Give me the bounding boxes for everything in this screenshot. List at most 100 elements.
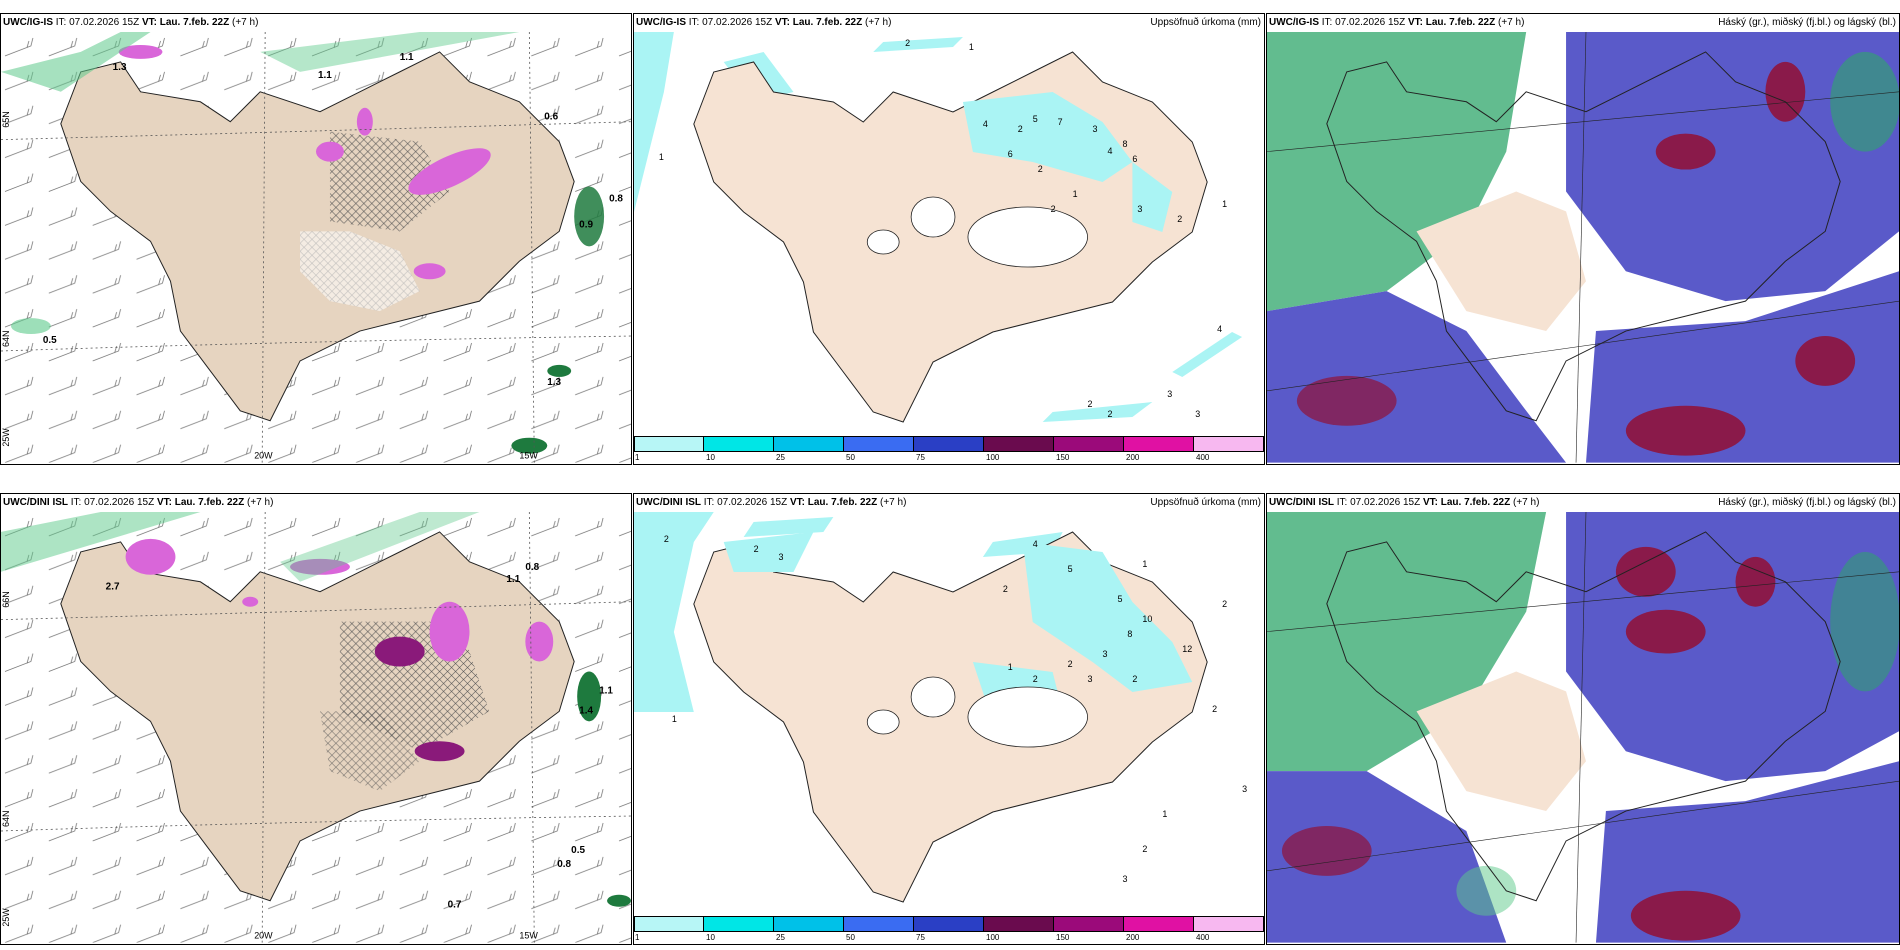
value-label: 2 (1177, 214, 1182, 224)
value-label: 0.7 (448, 900, 462, 911)
colorbar-swatch (914, 436, 984, 452)
value-label: 3 (1122, 874, 1127, 884)
colorbar-swatch (984, 436, 1054, 452)
value-label: 4 (1107, 146, 1112, 156)
value-label: 4 (1033, 539, 1038, 549)
precip-map: 2 2 3 4 5 1 2 5 10 8 12 2 3 2 1 2 3 2 1 … (634, 512, 1247, 903)
value-label: 2 (1212, 704, 1217, 714)
colorbar-tick: 400 (1196, 453, 1210, 462)
colorbar-tick: 50 (846, 933, 855, 942)
value-label: 2 (905, 38, 910, 48)
value-label: 3 (1088, 674, 1093, 684)
panel-dini-precip: UWC/DINI ISL IT: 07.02.2026 15Z VT: Lau.… (633, 493, 1265, 945)
value-label: 7 (1058, 117, 1063, 127)
value-label: 0.6 (544, 112, 558, 123)
lon-label: 15W (519, 451, 538, 461)
value-label: 5 (1033, 114, 1038, 124)
colorbar-swatch (774, 916, 844, 932)
value-label: 1.3 (113, 62, 127, 73)
value-label: 2 (1068, 659, 1073, 669)
wind-map: 66N 64N 20W 15W 25W 0.8 1.1 1.4 1.1 0.5 … (1, 512, 631, 943)
panel-header: UWC/IG-IS IT: 07.02.2026 15Z VT: Lau. 7.… (1, 14, 631, 32)
value-label: 1.1 (400, 52, 414, 63)
colorbar-tick: 400 (1196, 933, 1210, 942)
model-name: UWC/IG-IS (636, 17, 686, 28)
value-label: 1.1 (599, 685, 613, 696)
lon-label: 20W (254, 451, 273, 461)
colorbar-swatch (844, 436, 914, 452)
value-label: 0.8 (557, 859, 571, 870)
value-label: 10 (1142, 614, 1152, 624)
value-label: 1.1 (506, 574, 520, 585)
value-label: 4 (1217, 324, 1222, 334)
lon-label: 15W (519, 931, 538, 941)
colorbar-swatch (1124, 916, 1194, 932)
panel-header: UWC/DINI ISL IT: 07.02.2026 15Z VT: Lau.… (1, 494, 631, 512)
init-time: IT: 07.02.2026 15Z (70, 497, 155, 508)
colorbar-tick: 75 (916, 453, 925, 462)
valid-time: VT: Lau. 7.feb. 22Z (789, 497, 878, 508)
colorbar-swatch (984, 916, 1054, 932)
value-label: 3 (1137, 204, 1142, 214)
colorbar-tick: 100 (986, 453, 1000, 462)
lead-time: (+7 h) (865, 17, 892, 28)
value-label: 2 (1107, 409, 1112, 419)
model-name: UWC/IG-IS (1269, 17, 1319, 28)
panel-title: Uppsöfnuð úrkoma (mm) (1150, 17, 1261, 28)
value-label: 2 (1003, 584, 1008, 594)
colorbar-tick: 100 (986, 933, 1000, 942)
colorbar-swatch (844, 916, 914, 932)
colorbar-tick: 150 (1056, 933, 1070, 942)
value-label: 8 (1122, 139, 1127, 149)
lead-time: (+7 h) (232, 17, 259, 28)
lat-label: 64N (1, 811, 11, 827)
colorbar: 1 10 25 50 75 100 150 200 400 (634, 916, 1264, 944)
value-label: 3 (1103, 649, 1108, 659)
lat-label: 64N (1, 331, 11, 347)
init-time: IT: 07.02.2026 15Z (703, 497, 788, 508)
panel-ig-wind: UWC/IG-IS IT: 07.02.2026 15Z VT: Lau. 7.… (0, 13, 632, 465)
value-label: 1 (672, 714, 677, 724)
colorbar-tick: 1 (635, 933, 640, 942)
cloud-map (1267, 512, 1899, 943)
wind-map: 65N 64N 20W 15W 25W 1.3 1.1 1.1 0.6 0.8 … (1, 32, 631, 463)
colorbar-tick: 150 (1056, 453, 1070, 462)
value-label: 0.5 (571, 845, 585, 856)
colorbar-swatch (774, 436, 844, 452)
init-time: IT: 07.02.2026 15Z (55, 17, 140, 28)
lead-time: (+7 h) (1498, 17, 1525, 28)
value-label: 8 (1127, 629, 1132, 639)
value-label: 3 (1242, 784, 1247, 794)
value-label: 2 (754, 544, 759, 554)
value-label: 1.1 (318, 70, 332, 81)
value-label: 2 (1222, 599, 1227, 609)
colorbar-swatch (1124, 436, 1194, 452)
lat-label: 66N (1, 591, 11, 607)
value-label: 2 (1051, 204, 1056, 214)
value-label: 2 (664, 534, 669, 544)
panel-ig-cloud: UWC/IG-IS IT: 07.02.2026 15Z VT: Lau. 7.… (1266, 13, 1900, 465)
init-time: IT: 07.02.2026 15Z (1321, 17, 1406, 28)
value-label: 0.9 (579, 219, 593, 230)
value-label: 0.8 (609, 193, 623, 204)
lead-time: (+7 h) (1513, 497, 1540, 508)
value-label: 2 (1018, 124, 1023, 134)
lat-label: 65N (1, 111, 11, 127)
value-label: 2 (1088, 399, 1093, 409)
panel-header: UWC/IG-IS IT: 07.02.2026 15Z VT: Lau. 7.… (634, 14, 1264, 32)
colorbar-tick: 200 (1126, 933, 1140, 942)
value-label: 0.5 (43, 335, 57, 346)
panel-title: Háský (gr.), miðský (fj.bl.) og lágský (… (1718, 17, 1896, 28)
value-label: 6 (1008, 149, 1013, 159)
panel-title: Uppsöfnuð úrkoma (mm) (1150, 497, 1261, 508)
value-label: 1 (1222, 199, 1227, 209)
colorbar-tick: 10 (706, 453, 715, 462)
colorbar-swatch (634, 916, 704, 932)
colorbar-swatch (914, 916, 984, 932)
panel-dini-wind: UWC/DINI ISL IT: 07.02.2026 15Z VT: Lau.… (0, 493, 632, 945)
model-name: UWC/DINI ISL (1269, 497, 1334, 508)
model-name: UWC/DINI ISL (636, 497, 701, 508)
init-time: IT: 07.02.2026 15Z (1336, 497, 1421, 508)
panel-header: UWC/DINI ISL IT: 07.02.2026 15Z VT: Lau.… (634, 494, 1264, 512)
valid-time: VT: Lau. 7.feb. 22Z (141, 17, 230, 28)
